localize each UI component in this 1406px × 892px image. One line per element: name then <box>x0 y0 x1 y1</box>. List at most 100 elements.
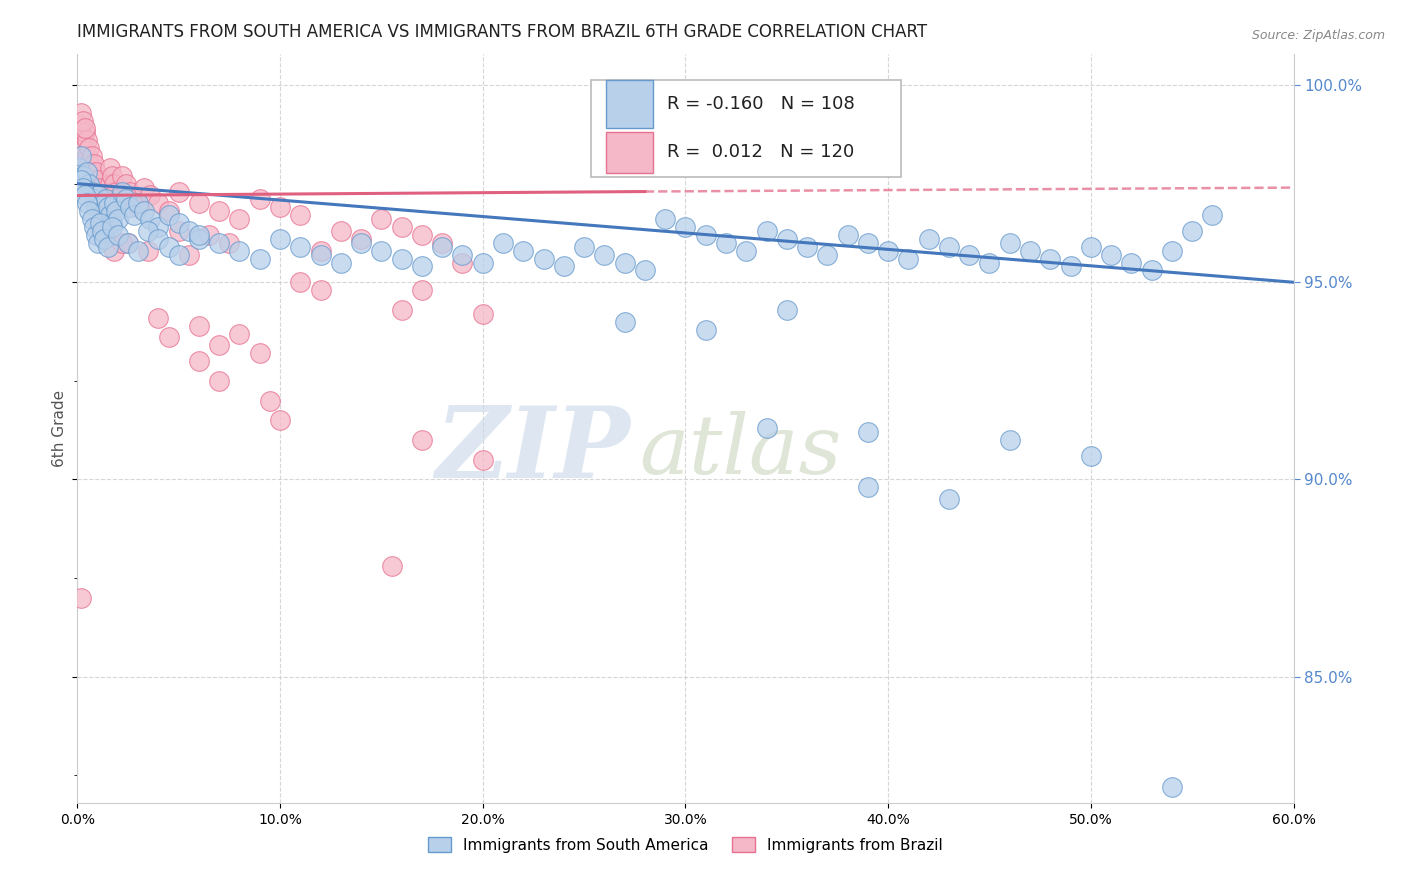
Point <box>75 125 97 139</box>
Point <box>451 255 474 269</box>
Point <box>93 232 115 246</box>
Point <box>695 227 717 242</box>
Point <box>134 204 156 219</box>
Point <box>118 185 141 199</box>
Point <box>97 240 120 254</box>
Point <box>188 354 211 368</box>
Point <box>249 252 271 266</box>
Point <box>76 165 98 179</box>
Point <box>127 244 149 258</box>
Point <box>167 247 190 261</box>
Point <box>471 255 494 269</box>
Point <box>79 204 101 219</box>
Point <box>228 244 250 258</box>
Point <box>157 240 180 254</box>
Point <box>83 193 105 207</box>
Point <box>430 240 453 254</box>
Point <box>79 157 101 171</box>
Point <box>471 452 494 467</box>
Point <box>1121 255 1143 269</box>
Point <box>1140 263 1163 277</box>
Point <box>157 204 180 219</box>
Point <box>593 247 616 261</box>
Point <box>998 433 1021 447</box>
Point <box>86 188 108 202</box>
Point <box>208 204 231 219</box>
Point <box>79 177 101 191</box>
Point <box>103 193 125 207</box>
Point <box>90 204 112 219</box>
Point <box>94 193 117 207</box>
Y-axis label: 6th Grade: 6th Grade <box>52 390 66 467</box>
Point <box>411 433 433 447</box>
Legend: Immigrants from South America, Immigrants from Brazil: Immigrants from South America, Immigrant… <box>422 830 949 859</box>
Point <box>188 318 211 333</box>
Point <box>98 208 121 222</box>
Point <box>1161 780 1184 794</box>
Point <box>411 227 433 242</box>
Point <box>177 224 200 238</box>
Point <box>157 208 180 222</box>
Point <box>755 421 778 435</box>
Point <box>979 255 1001 269</box>
Point <box>83 157 105 171</box>
Point <box>391 220 413 235</box>
Point <box>938 240 960 254</box>
Point <box>127 200 149 214</box>
Text: Source: ZipAtlas.com: Source: ZipAtlas.com <box>1251 29 1385 42</box>
Point <box>90 204 112 219</box>
Point <box>93 196 115 211</box>
Point <box>93 212 115 227</box>
Point <box>290 240 312 254</box>
Point <box>856 235 879 250</box>
Point <box>1099 247 1122 261</box>
Point <box>572 240 595 254</box>
Point <box>430 235 453 250</box>
Point <box>249 346 271 360</box>
Point <box>228 212 250 227</box>
Point <box>70 133 93 147</box>
Point <box>70 149 93 163</box>
Text: ZIP: ZIP <box>436 402 631 499</box>
Point <box>89 216 111 230</box>
Point <box>84 200 107 214</box>
Point <box>249 193 271 207</box>
Point <box>1080 240 1102 254</box>
Point <box>122 193 145 207</box>
Point <box>533 252 555 266</box>
Point <box>1039 252 1062 266</box>
Point <box>70 125 93 139</box>
Point <box>877 244 900 258</box>
Point <box>1059 260 1081 274</box>
Point <box>97 200 120 214</box>
Point <box>136 244 159 258</box>
Point <box>329 255 352 269</box>
Point <box>111 169 134 183</box>
Point <box>101 169 124 183</box>
Point <box>97 227 120 242</box>
Point <box>148 232 170 246</box>
Point <box>1019 244 1042 258</box>
Point <box>118 200 141 214</box>
Point <box>411 283 433 297</box>
Point <box>512 244 534 258</box>
Point <box>776 302 799 317</box>
Text: R =  0.012   N = 120: R = 0.012 N = 120 <box>668 144 855 161</box>
Point <box>553 260 575 274</box>
Point <box>94 204 117 219</box>
Point <box>101 216 124 230</box>
Point <box>80 165 103 179</box>
Point <box>72 133 94 147</box>
Point <box>75 121 97 136</box>
Point <box>654 212 676 227</box>
Point <box>309 244 332 258</box>
Point <box>75 188 97 202</box>
Point <box>90 224 112 238</box>
Point <box>329 224 352 238</box>
Point <box>735 244 758 258</box>
Point <box>157 330 180 344</box>
Point <box>84 180 107 194</box>
Point <box>309 247 332 261</box>
Point <box>370 212 392 227</box>
Point <box>269 200 291 214</box>
